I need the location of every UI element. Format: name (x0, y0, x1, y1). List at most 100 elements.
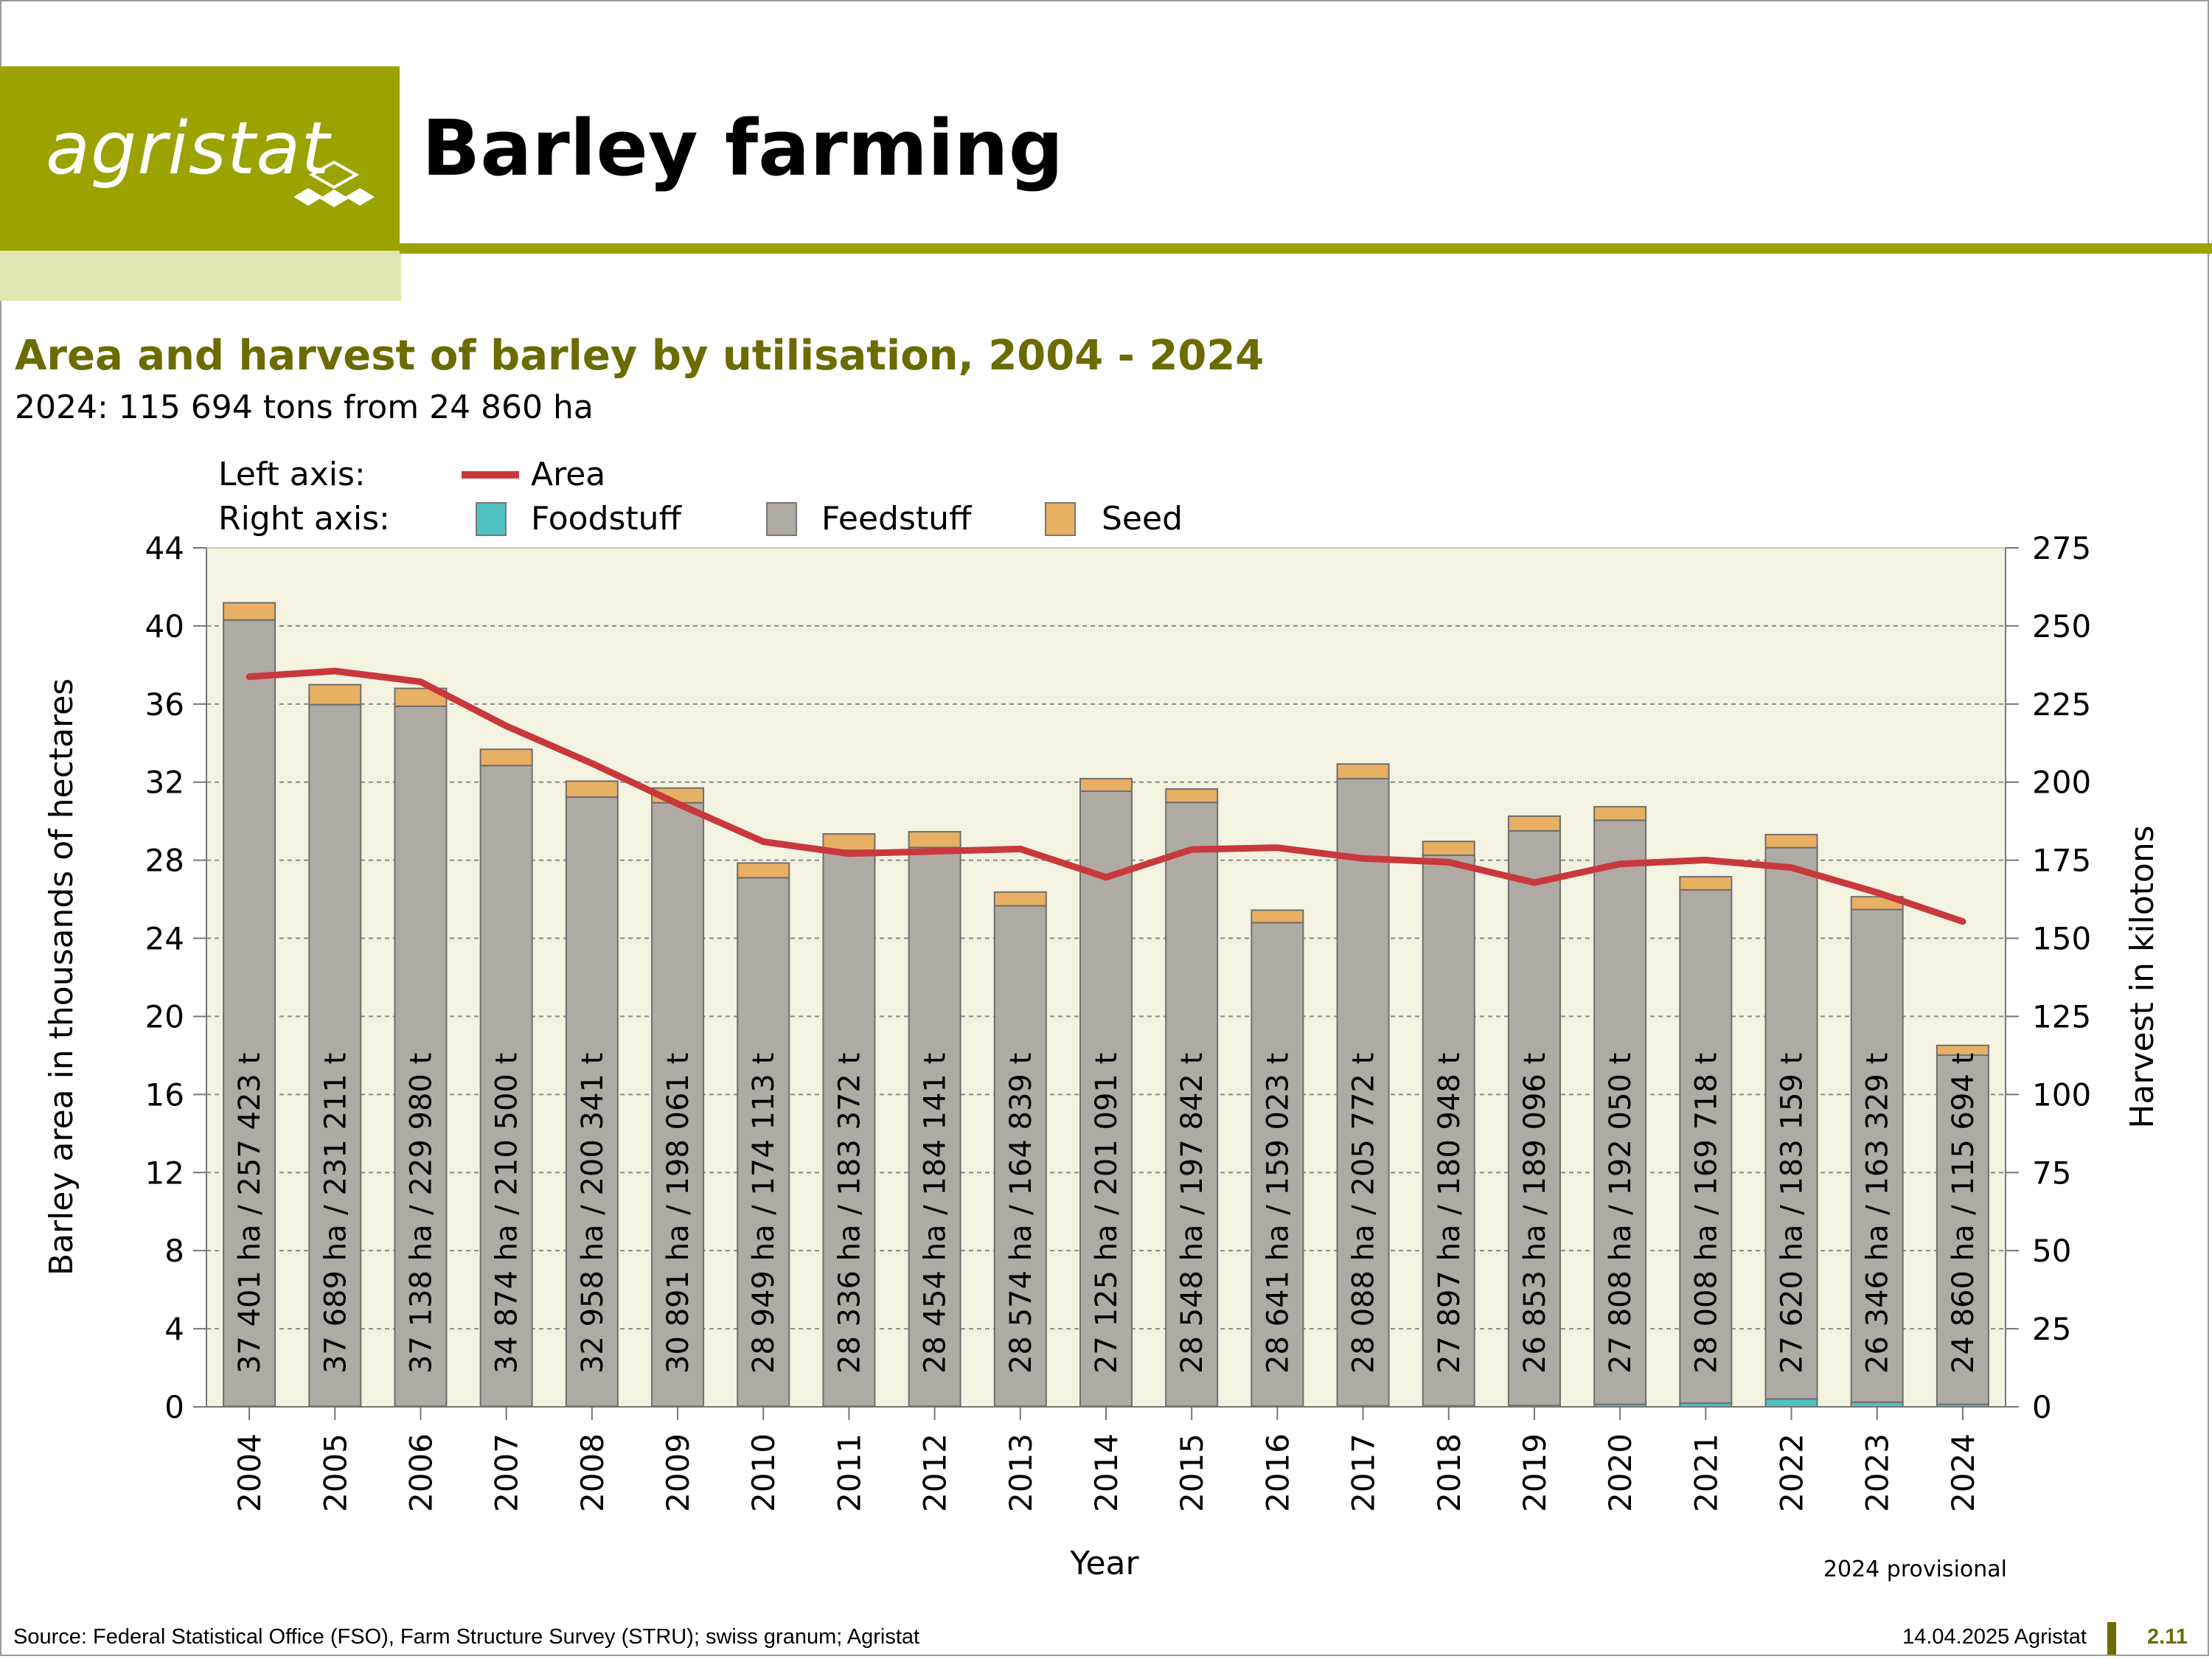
bar-seed (308, 684, 362, 706)
right-tick-label: 175 (2032, 843, 2091, 879)
bar-value-label: 28 454 ha / 184 141 t (919, 1053, 953, 1374)
x-tick-label: 2012 (917, 1433, 953, 1512)
left-tick-label: 20 (145, 998, 184, 1034)
bar-seed (1079, 778, 1133, 793)
right-tick-label: 100 (2032, 1077, 2091, 1113)
chart-legend: Left axis: Right axis: Area Foodstuff Fe… (218, 456, 1183, 538)
legend-foodstuff-swatch (476, 502, 507, 536)
page-title: Barley farming (422, 103, 1064, 193)
bar-value-label: 28 949 ha / 174 113 t (747, 1053, 781, 1374)
x-tick-label: 2015 (1174, 1433, 1210, 1512)
right-tick-label: 0 (2032, 1389, 2052, 1425)
left-tick-label: 0 (164, 1389, 184, 1425)
bar-value-label: 27 125 ha / 201 091 t (1090, 1053, 1124, 1374)
bar-series (223, 602, 1989, 1408)
bar-feedstuff (1507, 830, 1561, 1407)
footer-date: 14.04.2025 Agristat (1902, 1625, 2087, 1649)
bar-value-label: 37 401 ha / 257 423 t (233, 1053, 267, 1374)
bar-feedstuff (1850, 908, 1904, 1403)
bar-feedstuff (908, 846, 961, 1408)
footer-page-number: 2.11 (2147, 1625, 2188, 1649)
bar-value-label: 28 641 ha / 159 023 t (1261, 1053, 1295, 1374)
bar-value-labels: 37 401 ha / 257 423 t 37 689 ha / 231 211… (233, 1053, 1980, 1374)
bar-value-label: 27 808 ha / 192 050 t (1604, 1053, 1638, 1374)
x-tick-label: 2010 (745, 1433, 782, 1512)
x-axis-ticks: 2004 2005 2006 2007 2008 2009 2010 2011 2012 2013… (232, 1407, 1981, 1512)
legend-area-label: Area (531, 456, 605, 493)
bar-feedstuff (394, 705, 448, 1408)
bar-seed (223, 602, 276, 621)
bar-value-label: 24 860 ha / 115 694 t (1947, 1053, 1980, 1374)
x-tick-label: 2016 (1259, 1433, 1295, 1512)
x-tick-label: 2004 (232, 1433, 268, 1512)
legend-left-axis-label: Left axis: (218, 456, 366, 493)
bar-seed (1507, 815, 1561, 832)
bar-feedstuff (1079, 790, 1133, 1408)
brand-logo-panel (0, 66, 400, 251)
bar-value-label: 28 336 ha / 183 372 t (832, 1053, 866, 1374)
bar-seed (1422, 841, 1475, 856)
left-axis-title: Barley area in thousands of hectares (43, 678, 80, 1276)
bar-feedstuff (1764, 846, 1818, 1400)
right-axis-title: Harvest in kilotons (2124, 825, 2161, 1128)
x-tick-label: 2021 (1688, 1433, 1724, 1512)
x-tick-label: 2009 (660, 1433, 696, 1512)
legend-feedstuff-swatch (766, 502, 797, 536)
x-tick-label: 2022 (1774, 1433, 1810, 1512)
right-tick-label: 200 (2032, 765, 2091, 801)
legend-area-swatch (462, 471, 519, 479)
right-tick-label: 125 (2032, 998, 2091, 1034)
legend-foodstuff-label: Foodstuff (531, 500, 683, 538)
bar-seed (737, 862, 790, 879)
bar-value-label: 30 891 ha / 198 061 t (661, 1053, 695, 1374)
x-tick-label: 2017 (1346, 1433, 1382, 1512)
left-tick-label: 40 (145, 608, 184, 644)
left-tick-label: 32 (145, 765, 184, 801)
bar-feedstuff (1935, 1054, 1989, 1405)
right-tick-label: 25 (2032, 1311, 2071, 1347)
area-line (246, 667, 1966, 925)
bar-value-label: 27 897 ha / 180 948 t (1433, 1053, 1467, 1374)
bar-value-label: 37 689 ha / 231 211 t (319, 1053, 352, 1374)
bar-value-label: 28 548 ha / 197 842 t (1175, 1053, 1209, 1374)
bar-feedstuff (223, 619, 276, 1408)
x-tick-label: 2011 (831, 1433, 867, 1512)
right-tick-label: 50 (2032, 1233, 2071, 1269)
left-tick-label: 16 (145, 1077, 184, 1113)
x-tick-label: 2019 (1517, 1433, 1553, 1512)
bar-feedstuff (1679, 888, 1733, 1404)
left-tick-label: 12 (145, 1155, 184, 1191)
bar-value-label: 37 138 ha / 229 980 t (404, 1053, 438, 1374)
bar-feedstuff (1336, 778, 1390, 1407)
right-tick-label: 275 (2032, 530, 2091, 566)
left-tick-label: 36 (145, 686, 184, 723)
bar-value-label: 26 346 ha / 163 329 t (1861, 1053, 1895, 1374)
legend-right-axis-label: Right axis: (218, 500, 390, 538)
brand-logo-text: agristat (46, 107, 330, 191)
right-tick-label: 250 (2032, 608, 2091, 644)
bar-seed (1679, 876, 1733, 891)
x-tick-label: 2008 (574, 1433, 611, 1512)
left-tick-label: 44 (145, 530, 184, 566)
bar-value-label: 28 088 ha / 205 772 t (1347, 1053, 1381, 1374)
left-tick-label: 28 (145, 843, 184, 879)
x-tick-label: 2020 (1602, 1433, 1638, 1512)
bar-seed (1251, 909, 1304, 924)
x-tick-label: 2007 (489, 1433, 525, 1512)
left-axis-ticks: 0 4 8 12 16 20 24 28 32 36 40 44 (145, 530, 206, 1425)
x-tick-label: 2024 (1945, 1433, 1981, 1512)
legend-seed-swatch (1045, 502, 1076, 536)
bar-seed (1593, 806, 1647, 821)
legend-feedstuff-label: Feedstuff (821, 500, 973, 538)
bar-seed (1336, 763, 1390, 780)
left-tick-label: 4 (164, 1311, 184, 1347)
left-tick-label: 24 (145, 921, 184, 957)
chart-title: Area and harvest of barley by utilisatio… (15, 332, 1265, 380)
bar-seed (1935, 1044, 1989, 1056)
bar-seed (565, 780, 619, 799)
x-tick-label: 2005 (317, 1433, 353, 1512)
footer-divider (2107, 1622, 2116, 1655)
x-tick-label: 2018 (1431, 1433, 1467, 1512)
right-axis-ticks: 0 25 50 75 100 125 150 175 200 225 250 275 (2006, 530, 2091, 1425)
